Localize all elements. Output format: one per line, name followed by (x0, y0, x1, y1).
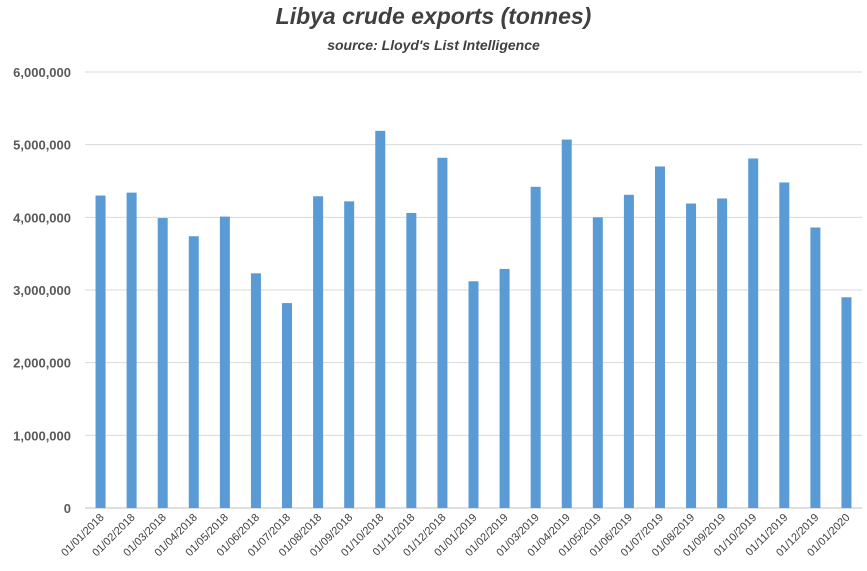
bar (499, 268, 510, 508)
bar (126, 192, 137, 509)
y-tick-label: 2,000,000 (13, 356, 71, 371)
bar (406, 212, 417, 508)
bar (219, 216, 230, 508)
bar (810, 227, 821, 509)
y-axis-ticks: 0 1,000,000 2,000,000 3,000,000 4,000,000 5,0… (13, 65, 71, 516)
bar (686, 203, 697, 508)
y-tick-label: 0 (64, 501, 71, 516)
bar (748, 158, 759, 508)
bar (437, 157, 448, 508)
chart-subtitle: source: Lloyd's List Intelligence (327, 37, 540, 53)
bars (95, 130, 852, 509)
x-axis-ticks: 01/01/201801/02/201801/03/201801/04/2018… (59, 512, 852, 559)
bar (375, 130, 386, 509)
y-tick-label: 3,000,000 (13, 283, 71, 298)
bar (157, 218, 168, 508)
bar (468, 281, 479, 508)
bar (282, 303, 293, 508)
bar (654, 166, 665, 508)
chart-title: Libya crude exports (tonnes) (275, 3, 592, 29)
y-tick-label: 6,000,000 (13, 65, 71, 80)
bar (717, 198, 728, 508)
y-tick-label: 1,000,000 (13, 428, 71, 443)
bar (188, 236, 199, 508)
bar (841, 297, 852, 508)
bar (344, 201, 355, 508)
bar (561, 139, 572, 508)
bar (313, 196, 324, 508)
y-tick-label: 5,000,000 (13, 138, 71, 153)
bar (623, 194, 634, 508)
bar (779, 182, 790, 508)
bar (250, 273, 261, 508)
bar (592, 217, 603, 509)
bar (530, 186, 541, 508)
y-tick-label: 4,000,000 (13, 210, 71, 225)
bar (95, 195, 106, 509)
